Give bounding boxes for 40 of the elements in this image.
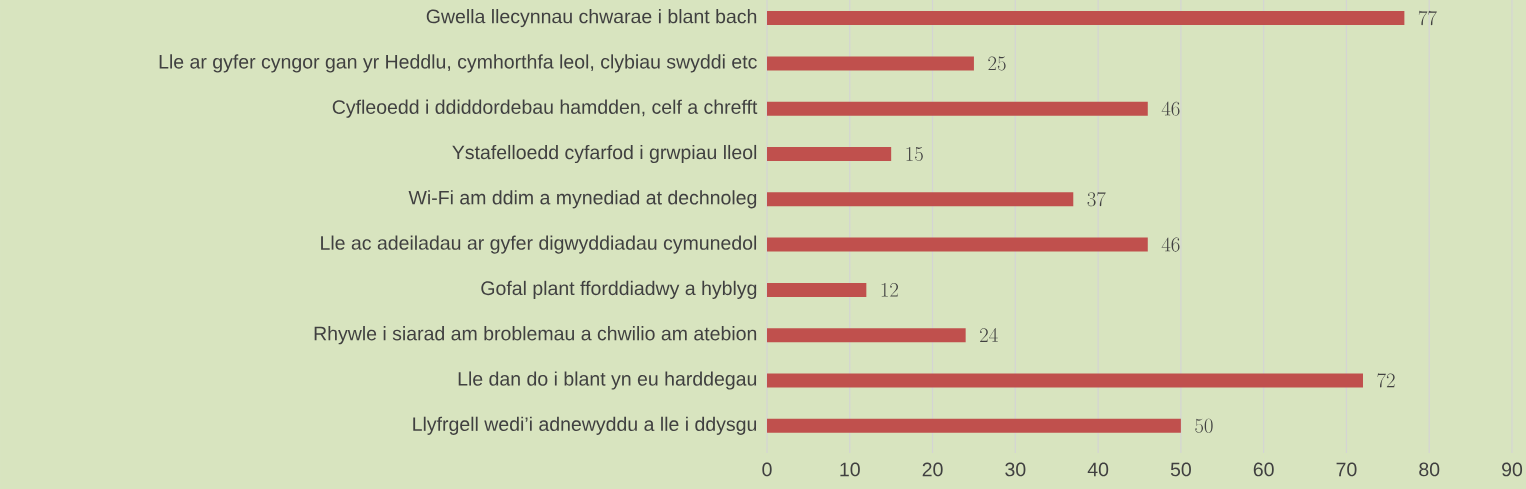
bar [767, 418, 1181, 433]
y-tick-label: Lle ar gyfer cyngor gan yr Heddlu, cymhorthfa leol, clybiau swyddi etc [159, 54, 757, 73]
data-label: 15 [906, 146, 923, 162]
bar [767, 101, 1148, 116]
data-label: 25 [988, 56, 1006, 71]
y-tick-label: Gwella llecynnau chwarae i blant bach [426, 9, 757, 28]
data-label: 77 [1418, 10, 1437, 26]
bar [767, 56, 974, 71]
y-tick-label: Llyfrgell wedi’i adnewyddu a lle i ddysgu [413, 416, 757, 435]
x-tick-label: 90 [1502, 462, 1523, 477]
data-label: 24 [980, 328, 998, 342]
x-tick-label: 30 [1005, 462, 1026, 477]
y-tick-label: Cyfleoedd i ddiddordebau hamdden, celf a chrefft [332, 99, 758, 118]
x-tick-label: 0 [762, 462, 772, 477]
data-label: 12 [881, 282, 899, 297]
x-tick-label: 80 [1419, 462, 1440, 477]
y-tick-label: Lle ac adeiladau ar gyfer digwyddiadau cymunedol [321, 235, 757, 254]
x-tick-label: 20 [922, 462, 943, 477]
x-tick-label: 40 [1087, 462, 1109, 477]
bar [767, 373, 1363, 388]
x-tick-label: 60 [1253, 462, 1274, 477]
data-label: 50 [1195, 418, 1213, 433]
bar [767, 11, 1405, 26]
bar [767, 147, 892, 162]
x-tick-label: 50 [1170, 462, 1191, 477]
y-tick-label: Gofal plant fforddiadwy a hyblyg [481, 280, 757, 299]
y-tick-label: Rhywle i siarad am broblemau a chwilio am atebion [314, 326, 757, 345]
data-label: 46 [1161, 101, 1180, 116]
bar [767, 192, 1074, 207]
y-tick-label: Wi-Fi am ddim a mynediad at dechnoleg [408, 190, 757, 209]
y-tick-label: Ystafelloedd cyfarfod i grwpiau lleol [452, 144, 757, 164]
data-label: 72 [1377, 373, 1395, 388]
data-label: 37 [1087, 191, 1106, 207]
x-tick-label: 70 [1336, 462, 1357, 477]
x-tick-label: 10 [840, 462, 860, 477]
bar [767, 237, 1148, 252]
bar [767, 328, 966, 343]
y-tick-label: Lle dan do i blant yn eu harddegau [458, 371, 757, 390]
data-label: 46 [1161, 237, 1180, 252]
bar [767, 282, 867, 297]
